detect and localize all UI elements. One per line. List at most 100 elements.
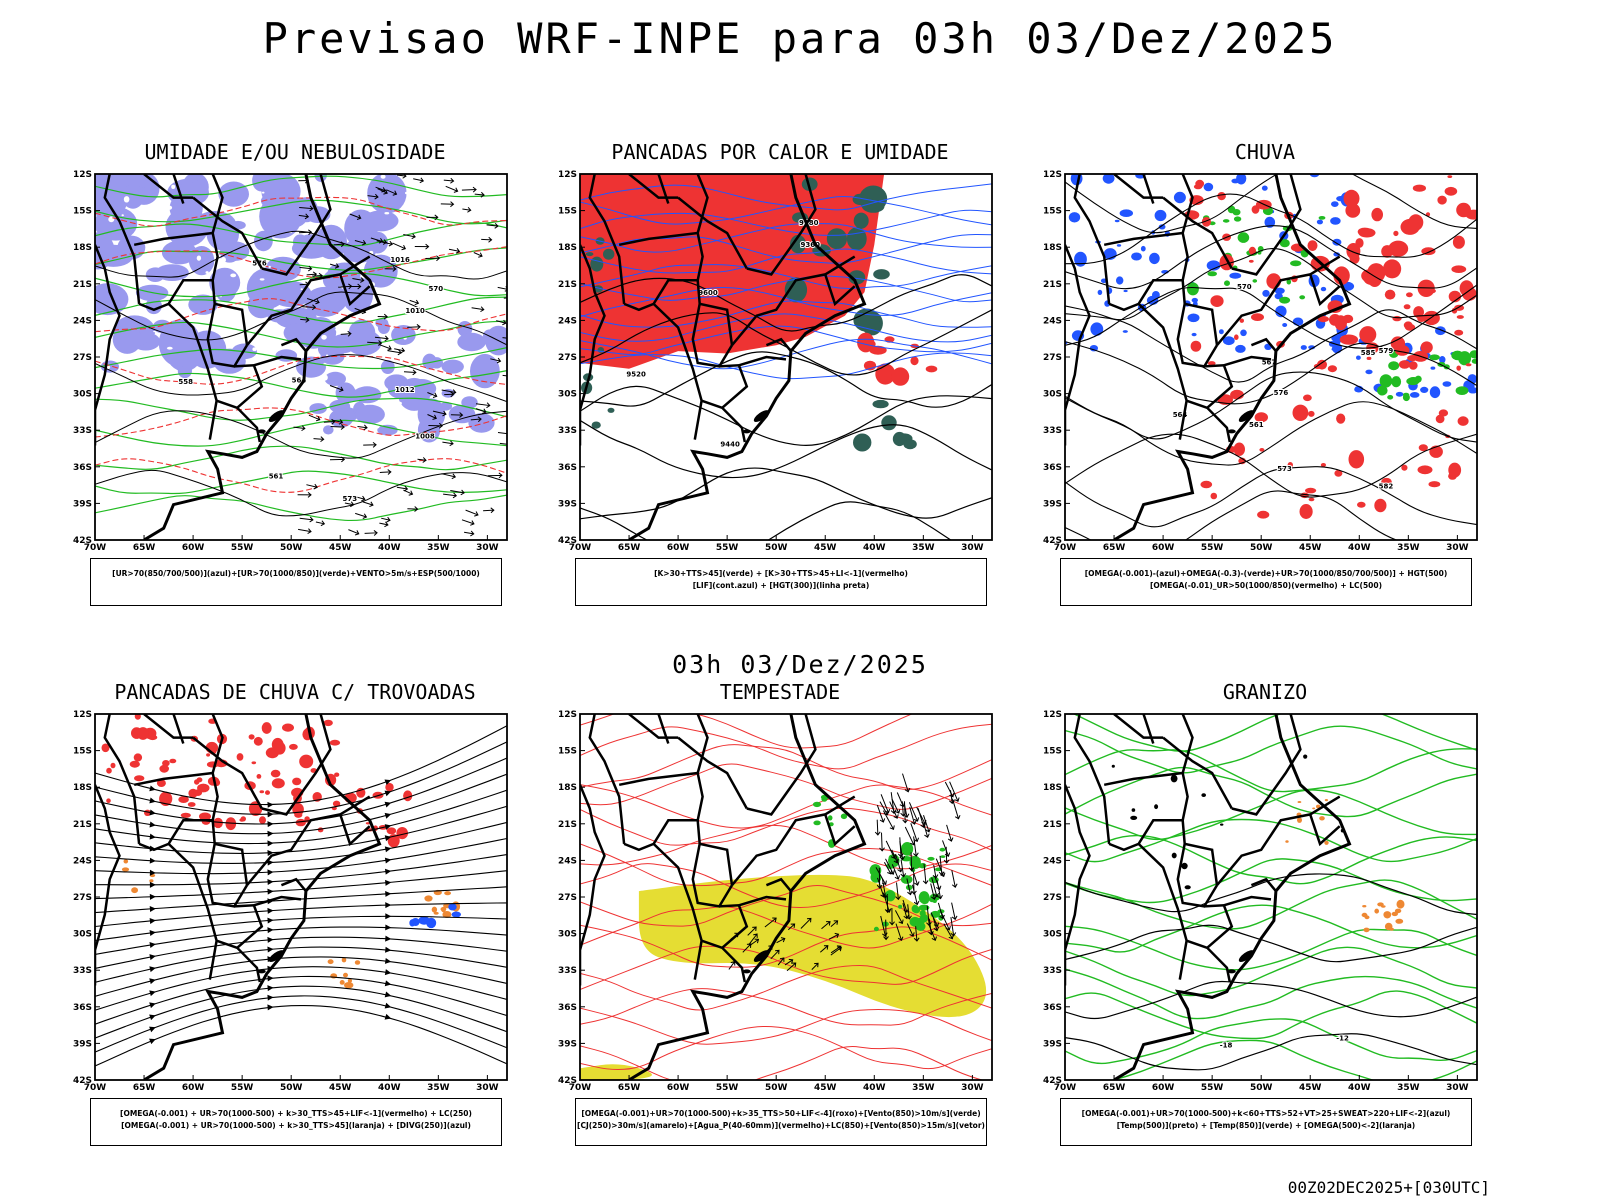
thunder-area <box>253 736 263 746</box>
omega-area <box>1331 347 1338 352</box>
omega500-area <box>1377 902 1384 907</box>
lat-label: 42S <box>558 1076 577 1086</box>
country-border <box>103 174 141 305</box>
wind-vector <box>364 530 378 536</box>
wind-vector <box>931 877 940 898</box>
humid-area <box>261 174 289 190</box>
lat-label: 18S <box>1043 783 1062 793</box>
contour-label: -18 <box>1220 1041 1233 1049</box>
hgt300-contour <box>580 501 952 540</box>
country-border <box>234 904 264 949</box>
lat-label: 12S <box>1043 710 1062 720</box>
omega-area <box>1097 289 1103 295</box>
temp500-contour <box>1065 1033 1477 1071</box>
clear-area <box>230 332 234 336</box>
omega-area <box>1122 330 1128 333</box>
humid-area <box>377 424 398 436</box>
rain-area <box>1428 481 1441 488</box>
lat-label: 12S <box>73 170 92 180</box>
rain-area <box>1435 414 1445 424</box>
stream-arrow <box>149 930 156 936</box>
omega-area <box>1320 286 1327 292</box>
hgt500-contour <box>1065 341 1477 405</box>
omega-area <box>1074 251 1087 267</box>
rain-area <box>1383 259 1402 279</box>
humid-area <box>177 363 192 379</box>
lagoa-patos <box>1238 950 1255 962</box>
country-border <box>719 364 749 409</box>
hgt300-contour <box>580 309 992 376</box>
country-border <box>280 877 307 892</box>
humidity-contour <box>95 222 507 247</box>
lon-label: 40W <box>378 543 401 553</box>
rain-area <box>1408 214 1424 231</box>
panel-title: PANCADAS DE CHUVA C/ TROVOADAS <box>114 680 476 704</box>
lon-label: 45W <box>814 543 837 553</box>
panel-umidade: UMIDADE E/OU NEBULOSIDADE 1008 1012 1016 10… <box>65 140 525 640</box>
rain-area <box>1339 334 1359 345</box>
thunder-area <box>239 818 245 822</box>
rain-area <box>1454 304 1465 311</box>
humid-area <box>158 319 201 367</box>
country-border <box>1181 714 1219 886</box>
hgt500-contour <box>1065 466 1477 528</box>
thunder-area <box>213 817 223 829</box>
divergence-area <box>418 916 430 925</box>
lon-label: 55W <box>716 543 739 553</box>
contour-label: 576 <box>1274 389 1289 397</box>
orange-area <box>433 911 439 915</box>
wind-vector <box>344 501 355 508</box>
omega500-area <box>1297 817 1302 823</box>
wind-vector <box>329 385 344 393</box>
rain-area <box>1193 184 1203 190</box>
wind-vector <box>349 213 362 220</box>
coastline <box>628 174 867 540</box>
panel-title: TEMPESTADE <box>719 680 841 704</box>
wind-vector <box>906 923 915 937</box>
water-contour <box>580 863 992 909</box>
wind-vector <box>298 229 313 236</box>
thunder-area <box>110 762 116 769</box>
lat-label: 21S <box>73 280 92 290</box>
moist-area <box>784 277 808 303</box>
orange-area <box>431 906 438 913</box>
thunder-area <box>295 818 306 827</box>
wind-vector <box>890 792 897 815</box>
country-border <box>167 842 218 980</box>
wind-vector <box>474 191 485 198</box>
wind-vector <box>930 883 937 901</box>
humid-area <box>323 425 334 435</box>
wind-vector <box>502 373 507 380</box>
wind-vector <box>461 519 475 526</box>
stream-arrow <box>384 835 392 842</box>
lon-label: 45W <box>1299 1083 1322 1093</box>
country-border <box>1137 302 1188 440</box>
country-border <box>623 279 698 312</box>
omega-area <box>1420 386 1429 393</box>
lat-label: 36S <box>1043 1003 1062 1013</box>
wind-vector <box>377 313 388 320</box>
country-border <box>143 714 194 739</box>
clear-area <box>153 330 156 333</box>
thickness-contour <box>95 196 507 227</box>
stream-arrow <box>384 779 392 786</box>
wind-vector <box>354 239 367 246</box>
thunder-area <box>178 796 189 803</box>
lon-label: 30W <box>961 1083 984 1093</box>
lat-label: 30S <box>558 930 577 940</box>
lat-label: 36S <box>73 463 92 473</box>
lat-label: 24S <box>1043 856 1062 866</box>
country-border <box>253 895 302 907</box>
contour-label: 1010 <box>405 307 425 315</box>
humid-area <box>468 413 495 433</box>
lat-label: 36S <box>558 1003 577 1013</box>
hgt500-contour <box>1065 248 1477 321</box>
contour-label: 570 <box>1237 283 1252 291</box>
stream-arrow <box>149 809 156 816</box>
temp500-contour <box>1065 924 1477 963</box>
lon-label: 50W <box>1250 1083 1273 1093</box>
stream-arrow <box>149 869 156 876</box>
thunder-area <box>134 714 141 720</box>
contour-label: 561 <box>1249 421 1264 429</box>
clear-area <box>261 191 265 194</box>
